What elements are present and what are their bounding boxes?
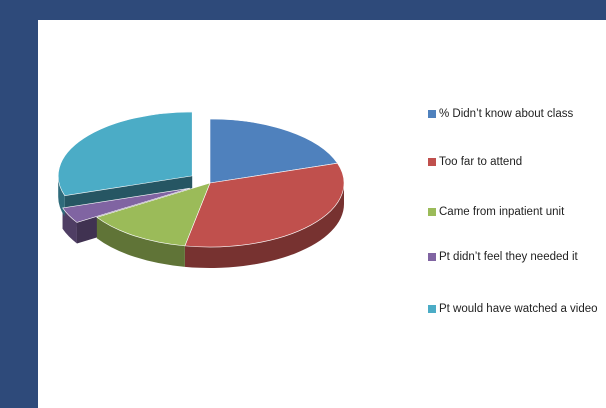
legend-label-4: Pt didn’t feel they needed it — [439, 251, 578, 263]
legend-item-5: Pt would have watched a video — [428, 302, 606, 316]
legend-item-2: Too far to attend — [428, 155, 606, 169]
legend-swatch-4 — [428, 253, 436, 261]
legend-swatch-1 — [428, 110, 436, 118]
pie-slice-1 — [209, 118, 338, 184]
legend-swatch-3 — [428, 208, 436, 216]
pie-chart — [57, 111, 345, 268]
pie-slice-2 — [184, 162, 345, 248]
pie-slice-5 — [57, 111, 193, 196]
pie-slice-side-4 — [62, 207, 77, 244]
legend-label-1: % Didn’t know about class — [439, 108, 574, 120]
legend-label-5: Pt would have watched a video — [439, 303, 598, 315]
chart-panel: % Didn’t know about class Too far to atte… — [38, 20, 606, 408]
legend-label-2: Too far to attend — [439, 156, 523, 168]
legend-item-3: Came from inpatient unit — [428, 205, 606, 219]
pie-slice-4 — [62, 187, 191, 223]
pie-slice-3 — [96, 182, 211, 247]
legend-item-4: Pt didn’t feel they needed it — [428, 250, 606, 264]
pie-slice-side-3 — [96, 217, 185, 267]
legend-item-1: % Didn’t know about class — [428, 107, 606, 121]
legend-label-3: Came from inpatient unit — [439, 206, 565, 218]
legend-swatch-2 — [428, 158, 436, 166]
legend-swatch-5 — [428, 305, 436, 313]
